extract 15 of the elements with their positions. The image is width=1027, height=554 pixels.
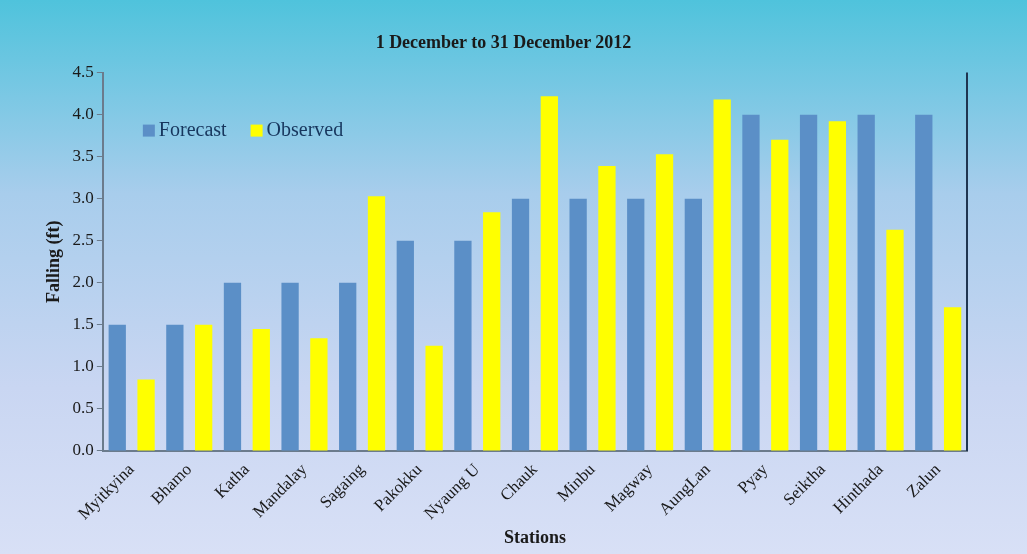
- legend-label: Observed: [266, 117, 344, 140]
- y-tick-label: 2.0: [72, 272, 94, 292]
- y-tick-label: 2.5: [72, 230, 94, 250]
- y-tick-label: 3.0: [72, 188, 94, 208]
- y-axis-title: Falling (ft): [43, 220, 65, 303]
- y-tick-label: 3.5: [72, 146, 94, 166]
- y-tick-label: 4.0: [72, 104, 94, 124]
- y-tick-label: 4.5: [72, 62, 94, 82]
- y-tick-label: 1.0: [72, 356, 94, 376]
- x-axis-title: Stations: [503, 526, 566, 547]
- y-tick-label: 0.0: [72, 440, 94, 460]
- chart-title: 1 December to 31 December 2012: [375, 32, 632, 53]
- legend-label: Forecast: [158, 117, 228, 140]
- y-tick-label: 1.5: [72, 314, 94, 334]
- y-tick-label: 0.5: [72, 398, 94, 418]
